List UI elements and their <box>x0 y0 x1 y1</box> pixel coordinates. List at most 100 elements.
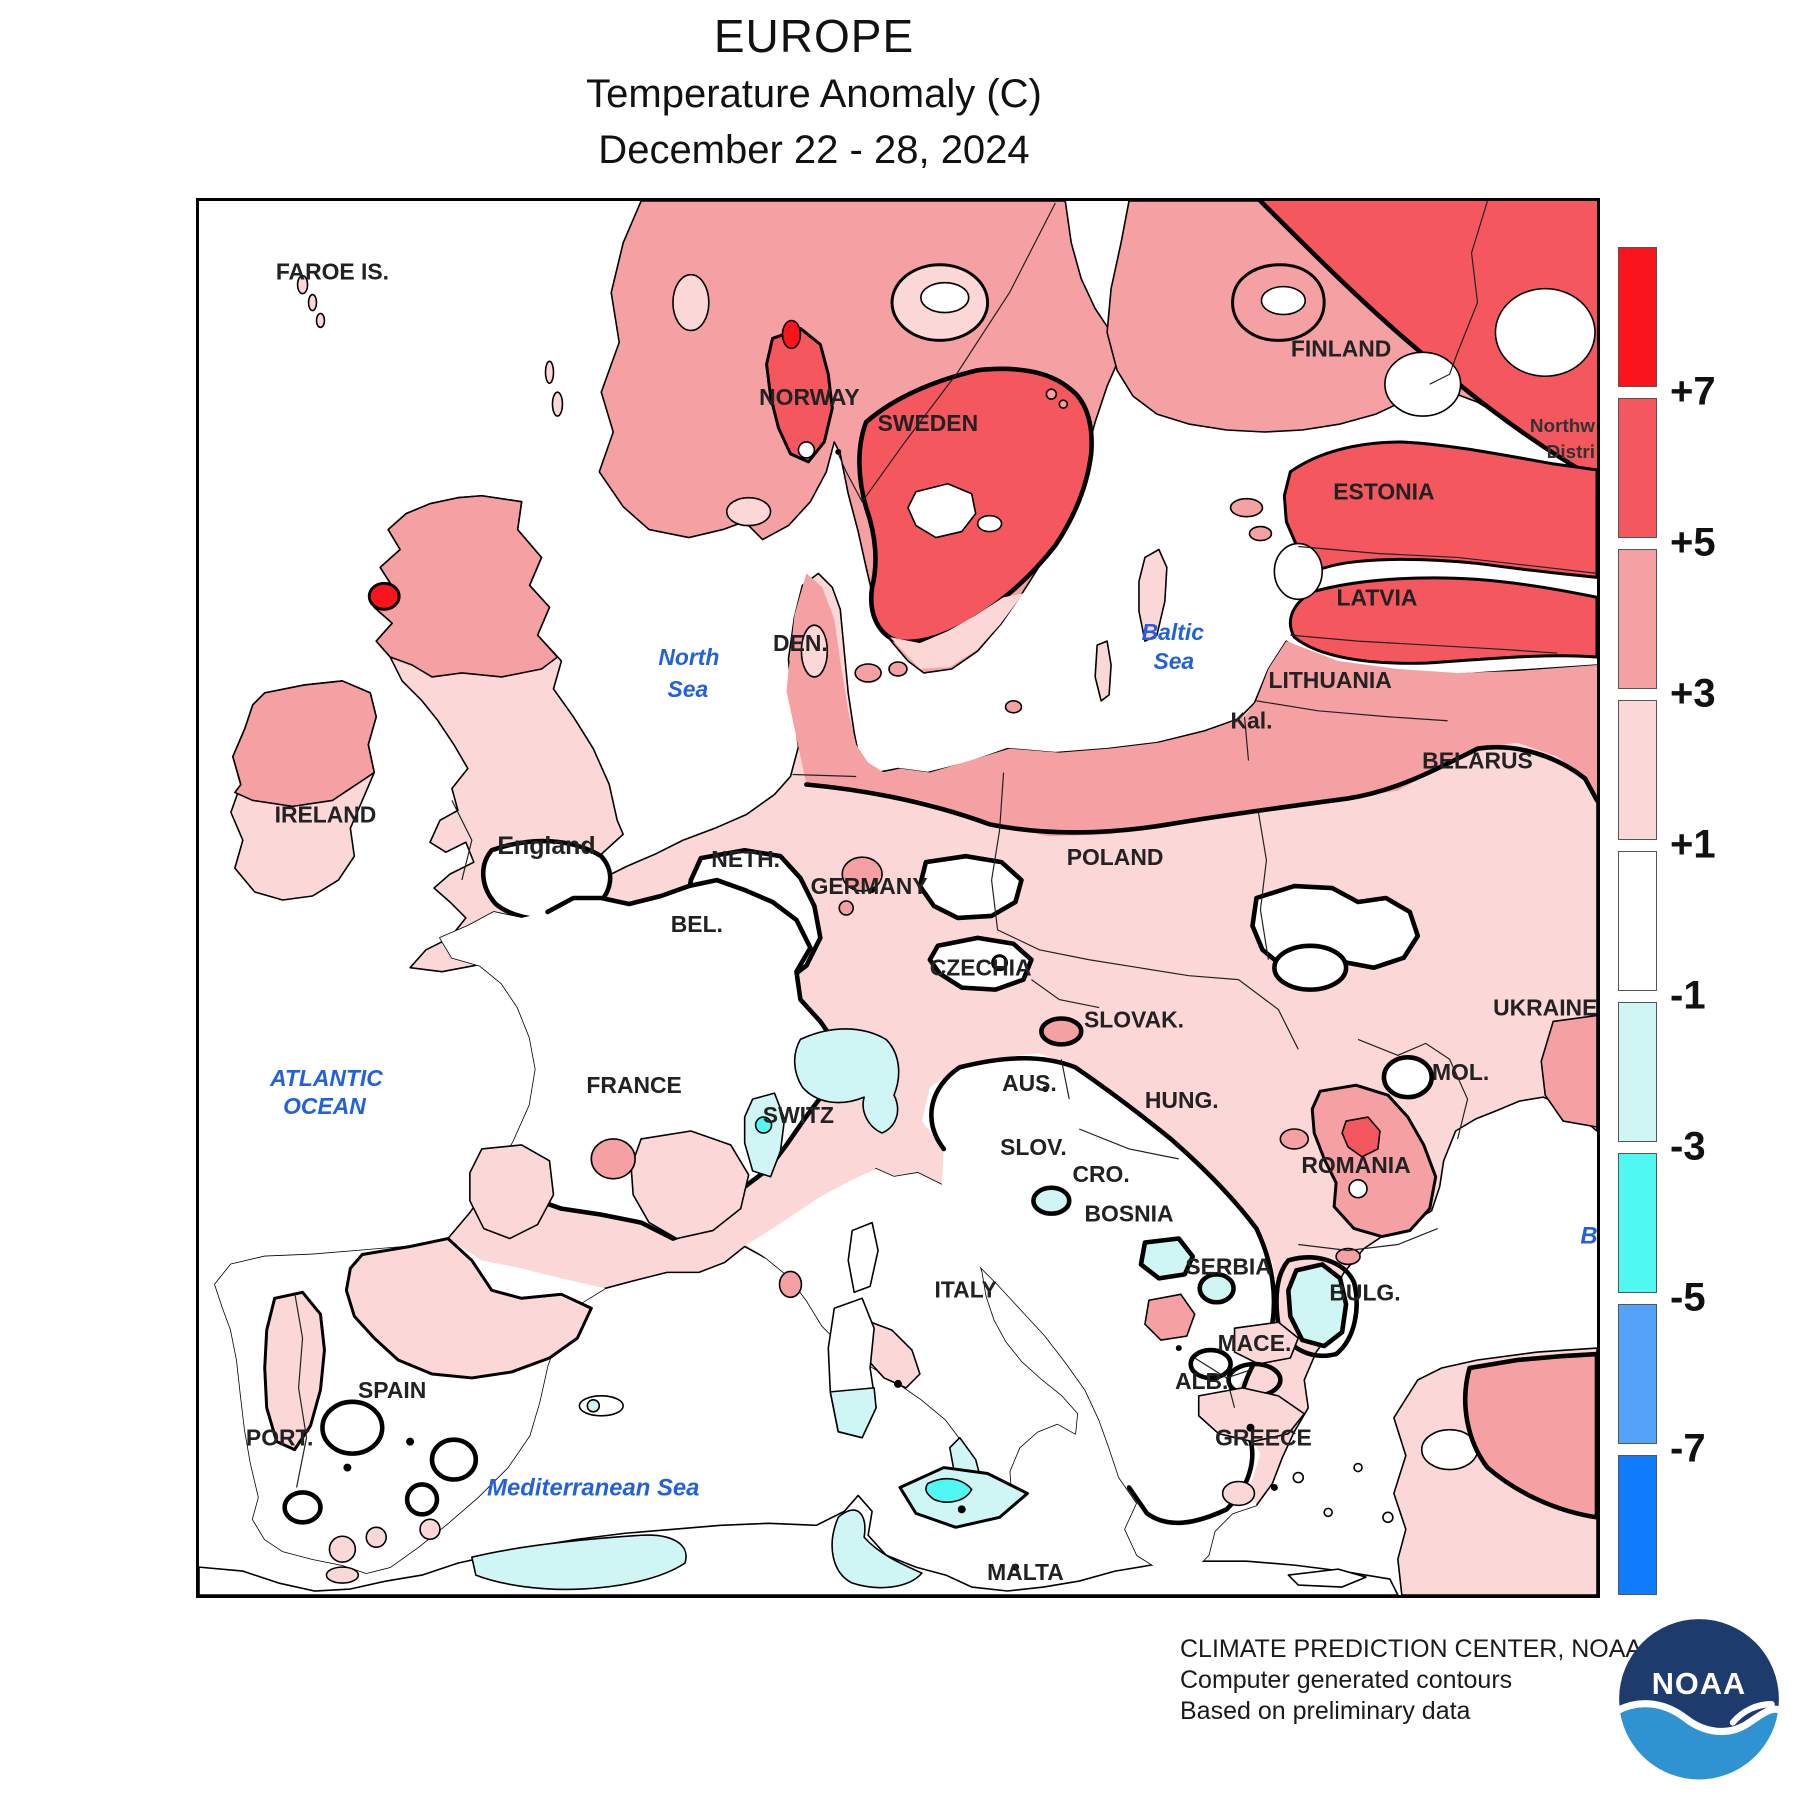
aland-island-2 <box>1058 399 1069 409</box>
label-slovakia: SLOVAK. <box>1084 1006 1184 1032</box>
karelia-neutral-pocket <box>1384 351 1462 417</box>
legend-tick-minus7: -7 <box>1670 1426 1706 1471</box>
legend-swatch-5-7 <box>1618 398 1657 538</box>
legend-swatch-gt7 <box>1618 247 1657 387</box>
montenegro-warm-blob <box>1144 1293 1196 1341</box>
noaa-logo-text: NOAA <box>1652 1666 1747 1701</box>
oland-island <box>1094 640 1112 702</box>
mallorca-island <box>578 1395 624 1417</box>
legend-swatch-3-5 <box>1618 549 1657 689</box>
label-malta: MALTA <box>987 1559 1064 1585</box>
alps-cold-blob <box>793 1028 900 1134</box>
islands <box>296 274 1394 1588</box>
noaa-logo: NOAA <box>1614 1619 1784 1780</box>
country-labels: FAROE IS. NORWAY SWEDEN FINLAND ESTONIA … <box>246 259 1597 1585</box>
shetland-island-1 <box>544 360 555 385</box>
label-nw-district-line2: Distri <box>1547 442 1595 463</box>
sea-labels: North Sea Baltic Sea ATLANTIC OCEAN Medi… <box>269 619 1597 1501</box>
legend-swatch-m5-7 <box>1618 1304 1657 1444</box>
label-north-sea-1: North <box>658 644 719 670</box>
france-warm-blob <box>590 1138 636 1180</box>
label-north-sea-2: Sea <box>668 676 709 702</box>
norway-hot-blob <box>765 326 834 464</box>
andalusia-pale-spot <box>328 1535 357 1563</box>
label-lithuania: LITHUANIA <box>1268 667 1391 693</box>
scotland-hottest-spot <box>367 581 401 611</box>
map-title-block: EUROPE Temperature Anomaly (C) December … <box>586 10 1042 176</box>
bulgaria-north-warm-spot <box>1335 1247 1361 1266</box>
mallorca-cold-spot <box>586 1399 601 1413</box>
peloponnese-pale-patch <box>1221 1480 1256 1507</box>
france-neutral-zone <box>439 880 845 1239</box>
estonia-hot-region <box>1282 440 1597 579</box>
vanern-lake-pocket <box>907 482 977 539</box>
france-south-pale-b <box>469 1144 555 1240</box>
label-moldova: MOL. <box>1432 1059 1489 1085</box>
warm-band-contour <box>804 744 1597 835</box>
sweden-hot-blob <box>857 366 1094 645</box>
city-dots <box>343 448 1278 1571</box>
slovakia-warm-blob <box>1039 1016 1084 1047</box>
map-date-range: December 22 - 28, 2024 <box>598 128 1030 172</box>
label-baltic-sea-2: Sea <box>1153 648 1194 674</box>
sardinia-south-cold <box>829 1387 877 1439</box>
label-romania: ROMANIA <box>1301 1152 1410 1178</box>
label-slovenia: SLOV. <box>1000 1134 1067 1160</box>
label-albania: ALB. <box>1175 1368 1228 1394</box>
label-spain: SPAIN <box>358 1377 426 1403</box>
aegean-island-2 <box>1323 1507 1333 1518</box>
label-kaliningrad: Kal. <box>1230 708 1272 734</box>
label-macedonia: MACE. <box>1218 1330 1292 1356</box>
label-ireland: IRELAND <box>275 801 377 827</box>
seagull-wing-icon <box>1729 1701 1775 1726</box>
romania-hot-core <box>1341 1116 1381 1158</box>
spain-pale-spot <box>419 1518 441 1541</box>
norway-cape-pale <box>725 496 772 527</box>
label-france: FRANCE <box>586 1072 681 1098</box>
label-baltic-sea-1: Baltic <box>1142 619 1205 645</box>
legend-swatch-neutral <box>1618 851 1657 991</box>
romania-warm-blob <box>1310 1083 1438 1239</box>
se-corner-warm-region <box>1462 1351 1597 1520</box>
jutland-pale-pocket <box>800 624 829 678</box>
legend-tick-plus5: +5 <box>1670 520 1716 565</box>
swiss-cold-blob <box>743 1092 786 1178</box>
baltic-warm-band <box>786 573 1597 837</box>
label-denmark: DEN. <box>773 630 828 656</box>
label-atlantic-1: ATLANTIC <box>269 1065 383 1091</box>
macedonia-pale-patch <box>1233 1321 1300 1365</box>
oslofjord-white-ring <box>797 441 816 459</box>
label-croatia: CRO. <box>1073 1161 1130 1187</box>
label-portugal: PORT. <box>246 1425 313 1451</box>
ireland-north-warm <box>232 680 378 808</box>
saaremaa-island <box>1229 497 1264 518</box>
label-serbia: SERBIA <box>1185 1253 1272 1279</box>
bulgaria-outer-ring <box>1274 1255 1359 1358</box>
label-ukraine: UKRAINE <box>1493 994 1597 1020</box>
label-latvia: LATVIA <box>1336 584 1417 610</box>
aegean-island-3 <box>1353 1462 1363 1473</box>
bulgaria-cold-blob <box>1286 1262 1349 1349</box>
legend-swatch-m3-5 <box>1618 1153 1657 1293</box>
label-greece: GREECE <box>1215 1425 1312 1451</box>
label-belgium: BEL. <box>671 911 723 937</box>
anomaly-zones <box>214 201 1597 1591</box>
serbia-cold-spot <box>1197 1272 1236 1305</box>
label-norway: NORWAY <box>759 384 860 410</box>
legend-swatch-m1-3 <box>1618 1002 1657 1142</box>
label-mediterranean: Mediterranean Sea <box>487 1474 699 1501</box>
finland-white-core <box>1260 285 1307 316</box>
page-title: EUROPE <box>713 10 915 62</box>
finland-pale-pocket <box>1231 263 1326 342</box>
norway-hottest-spot <box>781 319 802 350</box>
label-england: England <box>497 832 595 860</box>
faroe-island-3 <box>315 312 326 329</box>
north-sweden-white-core <box>920 281 970 314</box>
label-bulgaria: BULG. <box>1329 1279 1400 1305</box>
black-sea-warm-strip <box>1540 1014 1597 1128</box>
nw-russia-contour <box>1258 201 1597 483</box>
germany-warm-spot <box>838 900 854 916</box>
legend-tick-plus1: +1 <box>1670 822 1716 867</box>
legend-tick-minus5: -5 <box>1670 1275 1706 1320</box>
funen-island <box>888 661 908 677</box>
